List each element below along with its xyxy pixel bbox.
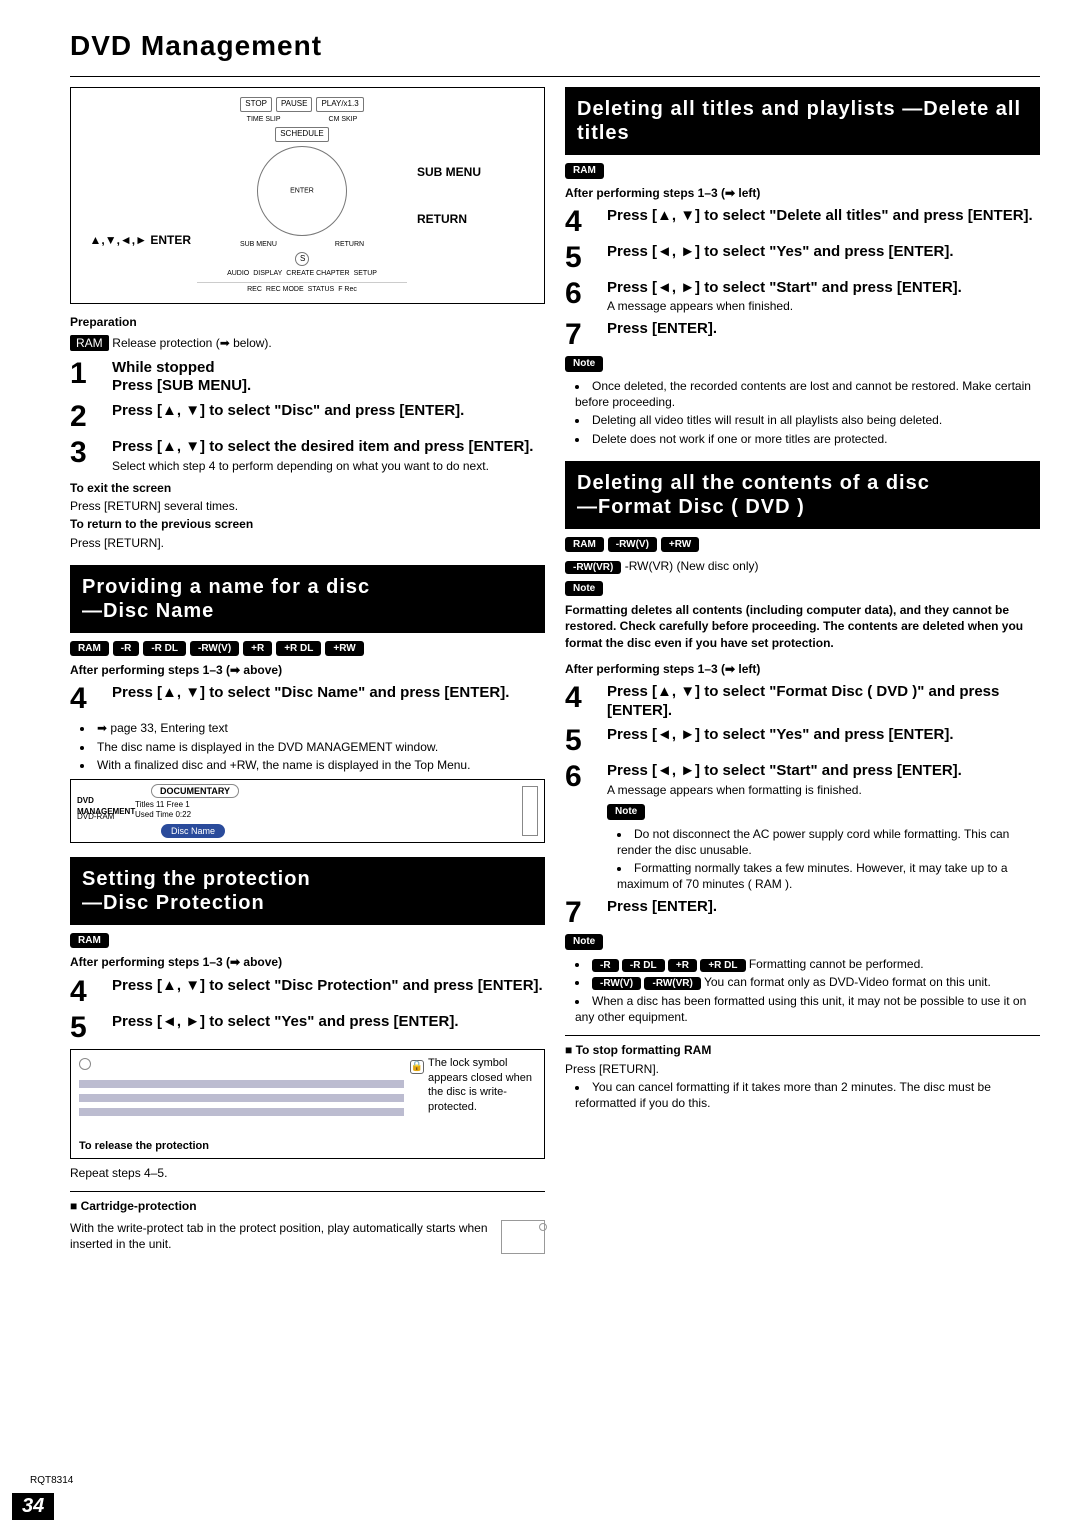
secD-step6: Press [◄, ►] to select "Start" and press… (607, 762, 962, 798)
secD-step4: Press [▲, ▼] to select "Format Disc ( DV… (607, 683, 1040, 721)
disc-name-diagram: DOCUMENTARY DVD MANAGEMENT DVD-RAM Title… (70, 779, 545, 843)
secD-step7: Press [ENTER]. (607, 898, 717, 928)
exit-head: To exit the screen (70, 480, 545, 496)
protection-diagram: 🔒 The lock symbol appears closed when th… (70, 1049, 545, 1159)
secC-n3: Delete does not work if one or more titl… (575, 431, 1040, 447)
secC-step6: Press [◄, ►] to select "Start" and press… (607, 279, 962, 315)
secC-n1: Once deleted, the recorded contents are … (575, 378, 1040, 410)
secD-b3: When a disc has been formatted using thi… (575, 993, 1040, 1025)
secD-after: After performing steps 1–3 (➡ left) (565, 661, 1040, 677)
secC-step7: Press [ENTER]. (607, 320, 717, 350)
secC-after: After performing steps 1–3 (➡ left) (565, 185, 1040, 201)
step1: While stopped Press [SUB MENU]. (112, 359, 251, 397)
exit-body: Press [RETURN] several times. (70, 498, 545, 514)
secA-b1: ➡ page 33, Entering text (80, 720, 545, 736)
secA-step4: Press [▲, ▼] to select "Disc Name" and p… (112, 684, 509, 714)
doc-code: RQT8314 (30, 1475, 73, 1486)
prep-head: Preparation (70, 314, 545, 330)
secA-tags: RAM-R-R DL-RW(V)+R+R DL+RW (70, 641, 545, 657)
secD-stop-b1: You can cancel formatting if it takes mo… (575, 1079, 1040, 1111)
secD-stop-head: ■ To stop formatting RAM (565, 1042, 1040, 1058)
cartridge-icon (501, 1220, 545, 1254)
secD-in1: Do not disconnect the AC power supply co… (617, 826, 1040, 858)
sec-disc-name: Providing a name for a disc —Disc Name (70, 565, 545, 633)
sec-format: Deleting all the contents of a disc —For… (565, 461, 1040, 529)
secD-step5: Press [◄, ►] to select "Yes" and press [… (607, 726, 954, 756)
cartridge-head: ■ Cartridge-protection (70, 1198, 545, 1214)
secC-step4: Press [▲, ▼] to select "Delete all title… (607, 207, 1033, 237)
secD-b2: -RW(V) -RW(VR) You can format only as DV… (575, 974, 1040, 991)
secC-step5: Press [◄, ►] to select "Yes" and press [… (607, 243, 954, 273)
prep-bullet: Release protection (➡ below). (112, 336, 271, 350)
secB-step5: Press [◄, ►] to select "Yes" and press [… (112, 1013, 459, 1043)
page-title: DVD Management (70, 30, 1040, 62)
secC-n2: Deleting all video titles will result in… (575, 412, 1040, 428)
secD-warn: Formatting deletes all contents (includi… (565, 602, 1040, 651)
prev-head: To return to the previous screen (70, 516, 545, 532)
sec-delete: Deleting all titles and playlists —Delet… (565, 87, 1040, 155)
secB-after: After performing steps 1–3 (➡ above) (70, 954, 545, 970)
secA-after: After performing steps 1–3 (➡ above) (70, 662, 545, 678)
step2: Press [▲, ▼] to select "Disc" and press … (112, 402, 464, 432)
secD-stop-body: Press [RETURN]. (565, 1061, 1040, 1077)
secD-tagnote: -RW(VR) (New disc only) (625, 559, 759, 573)
secD-in2: Formatting normally takes a few minutes.… (617, 860, 1040, 892)
step3: Press [▲, ▼] to select the desired item … (112, 438, 533, 474)
sec-protection: Setting the protection —Disc Protection (70, 857, 545, 925)
secA-b2: The disc name is displayed in the DVD MA… (80, 739, 545, 755)
remote-diagram: ▲,▼,◄,► ENTER STOP PAUSE PLAY/x1.3 TIME … (70, 87, 545, 304)
prev-body: Press [RETURN]. (70, 535, 545, 551)
secD-b1: -R -R DL +R +R DL Formatting cannot be p… (575, 956, 1040, 973)
secB-step4: Press [▲, ▼] to select "Disc Protection"… (112, 977, 543, 1007)
cartridge-body: With the write-protect tab in the protec… (70, 1220, 491, 1252)
secA-b3: With a finalized disc and +RW, the name … (80, 757, 545, 773)
page-number: 34 (12, 1493, 54, 1520)
secB-repeat: Repeat steps 4–5. (70, 1165, 545, 1181)
